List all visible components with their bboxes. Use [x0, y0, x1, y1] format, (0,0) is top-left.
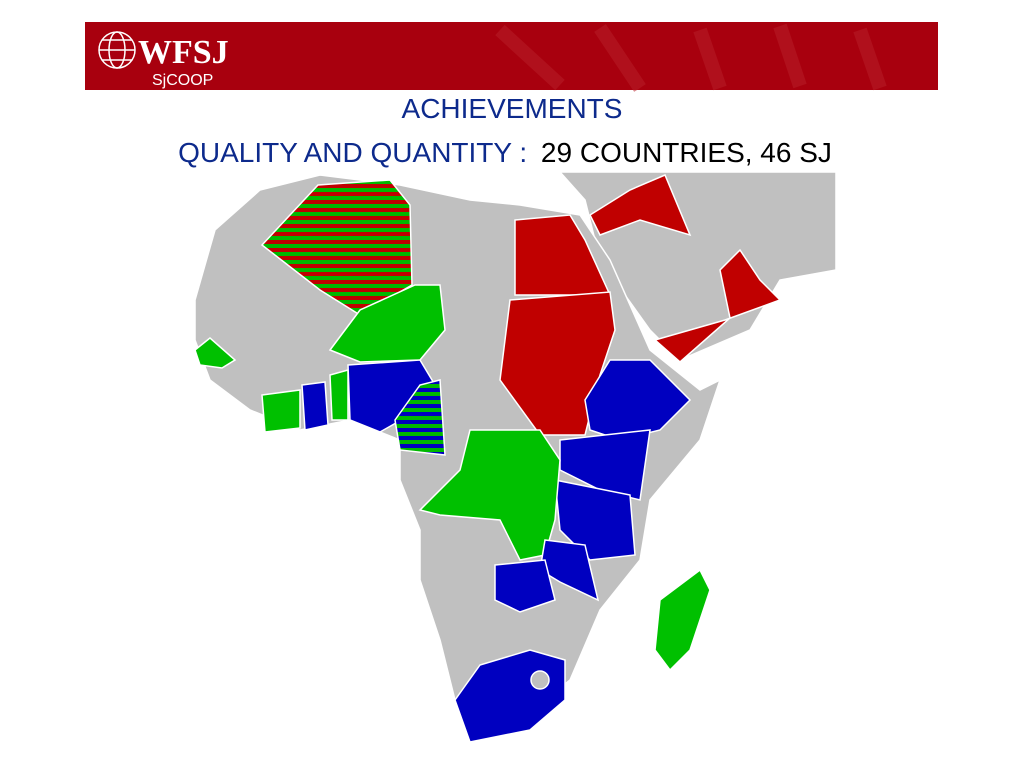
title-label: QUALITY AND QUANTITY :: [178, 137, 527, 168]
drc: [418, 429, 561, 561]
senegal: [194, 337, 237, 369]
madagascar: [654, 568, 711, 672]
title-line2: QUALITY AND QUANTITY : 29 COUNTRIES, 46 …: [178, 137, 832, 168]
levant: [589, 174, 692, 237]
egypt: [514, 214, 612, 296]
title-line1: ACHIEVEMENTS: [402, 93, 623, 124]
ethiopia: [584, 359, 692, 441]
zimbabwe: [494, 559, 556, 613]
yemen-oman: [653, 248, 782, 363]
ghana: [301, 381, 329, 431]
sublogo: SjCOOP: [152, 72, 213, 89]
benin: [329, 369, 349, 421]
title-value: 29 COUNTRIES, 46 SJ: [541, 137, 832, 168]
logo-globe: [98, 31, 136, 69]
lesotho: [530, 670, 550, 690]
header-decor: [495, 23, 887, 92]
map: [194, 171, 837, 744]
algeria: [260, 179, 413, 316]
tanzania: [554, 479, 636, 561]
logo: WFSJ: [138, 34, 229, 71]
niger: [328, 284, 446, 363]
cameroon: [394, 379, 446, 456]
cote-divoire: [261, 389, 301, 433]
